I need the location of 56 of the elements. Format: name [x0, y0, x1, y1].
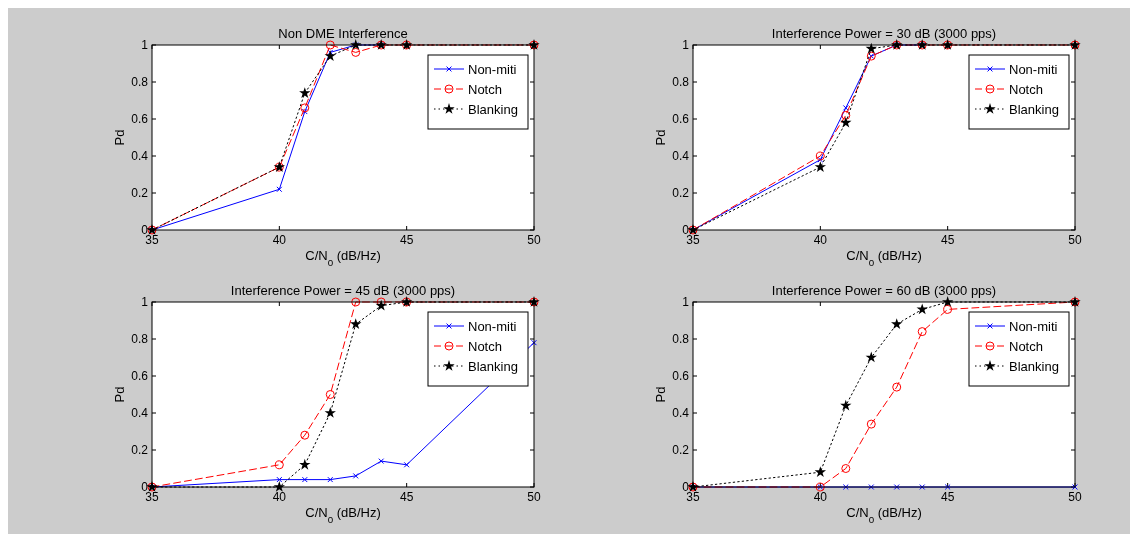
legend-label: Notch [468, 82, 502, 97]
legend-label: Blanking [468, 102, 518, 117]
legend-label: Blanking [1009, 102, 1059, 117]
y-axis-title: Pd [653, 386, 668, 403]
x-tick-label: 45 [940, 490, 955, 504]
y-tick-label: 0.8 [131, 332, 149, 346]
x-axis-title: C/N$_{0}$ (dB/Hz) [305, 505, 381, 525]
chart-title: Interference Power = 60 dB (3000 pps) [771, 283, 997, 298]
legend-label: Blanking [1009, 359, 1059, 374]
x-tick-label: 50 [1068, 490, 1082, 504]
y-axis-title: Pd [112, 129, 127, 146]
legend-label: Notch [468, 339, 502, 354]
x-tick-label: 40 [813, 233, 828, 247]
y-tick-label: 1 [141, 295, 149, 309]
x-axis-title: C/N$_{0}$ (dB/Hz) [846, 248, 922, 268]
chart-title: Non DME Interference [278, 26, 408, 41]
x-tick-label: 45 [399, 490, 414, 504]
y-tick-label: 0.8 [672, 75, 690, 89]
y-tick-label: 0.4 [672, 406, 690, 420]
legend-label: Notch [1009, 82, 1043, 97]
y-tick-label: 0.6 [131, 369, 149, 383]
y-tick-label: 0.2 [672, 186, 690, 200]
y-tick-label: 1 [141, 38, 149, 52]
legend-label: Blanking [468, 359, 518, 374]
y-tick-label: 1 [682, 295, 690, 309]
y-tick-label: 0.2 [131, 186, 149, 200]
x-tick-label: 40 [813, 490, 828, 504]
x-tick-label: 45 [940, 233, 955, 247]
x-tick-label: 50 [1068, 233, 1082, 247]
y-tick-label: 0.4 [672, 149, 690, 163]
y-tick-label: 0.2 [672, 443, 690, 457]
legend-label: Non-miti [468, 319, 517, 334]
y-tick-label: 0.4 [131, 149, 149, 163]
legend-label: Non-miti [468, 62, 517, 77]
legend-label: Non-miti [1009, 319, 1058, 334]
y-tick-label: 0.6 [672, 369, 690, 383]
y-tick-label: 0.6 [672, 112, 690, 126]
chart-title: Interference Power = 30 dB (3000 pps) [771, 26, 997, 41]
x-tick-label: 50 [527, 490, 541, 504]
y-axis-title: Pd [112, 386, 127, 403]
y-tick-label: 0.6 [131, 112, 149, 126]
legend-label: Non-miti [1009, 62, 1058, 77]
y-tick-label: 1 [682, 38, 690, 52]
x-tick-label: 50 [527, 233, 541, 247]
x-tick-label: 45 [399, 233, 414, 247]
x-tick-label: 40 [272, 490, 287, 504]
x-tick-label: 40 [272, 233, 287, 247]
x-axis-title: C/N$_{0}$ (dB/Hz) [305, 248, 381, 268]
y-tick-label: 0.4 [131, 406, 149, 420]
y-tick-label: 0.2 [131, 443, 149, 457]
y-axis-title: Pd [653, 129, 668, 146]
legend-label: Notch [1009, 339, 1043, 354]
y-tick-label: 0.8 [672, 332, 690, 346]
y-tick-label: 0.8 [131, 75, 149, 89]
chart-title: Interference Power = 45 dB (3000 pps) [230, 283, 456, 298]
x-axis-title: C/N$_{0}$ (dB/Hz) [846, 505, 922, 525]
